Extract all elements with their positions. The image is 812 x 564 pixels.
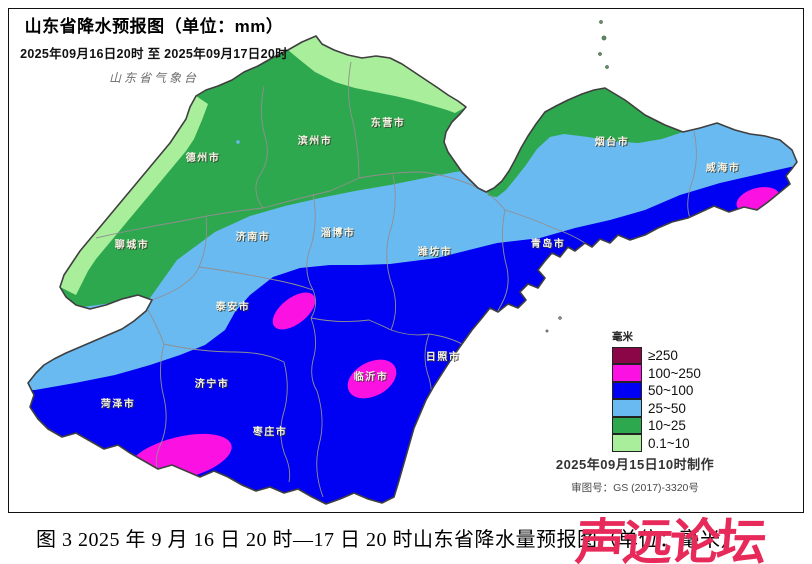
city-label: 泰安市: [215, 300, 251, 313]
legend-row: 50~100: [612, 381, 701, 400]
figure-caption: 图 3 2025 年 9 月 16 日 20 时—17 日 20 时山东省降水量…: [36, 529, 741, 551]
band-0.1-10mm-northwest: [60, 96, 208, 295]
legend-range-label: 0.1~10: [648, 435, 690, 451]
heavy-rain-patch: [557, 268, 599, 300]
legend-swatch: [612, 434, 642, 452]
city-label: 枣庄市: [252, 425, 288, 438]
city-boundaries: [95, 61, 697, 498]
legend-swatch: [612, 346, 642, 365]
legend-range-label: 50~100: [648, 383, 694, 399]
production-info: 2025年09月15日10时制作 审图号：GS (2017)-3320号: [520, 454, 750, 495]
band-0.1-10mm-delta: [288, 36, 466, 113]
heavy-rain-patch: [347, 359, 397, 399]
legend-swatch: [612, 399, 642, 417]
legend-range-label: 10~25: [648, 418, 686, 434]
city-label: 济宁市: [195, 377, 230, 390]
city-label: 济南市: [236, 230, 271, 243]
city-label: 聊城市: [115, 238, 150, 251]
map-review-number: 审图号：GS (2017)-3320号: [571, 482, 699, 494]
legend-row: 100~250: [612, 364, 701, 383]
city-label: 烟台市: [595, 135, 630, 148]
legend: 毫米 ≥250 100~250 50~100 25~50 10~25 0.1~10: [612, 329, 701, 452]
legend-range-label: ≥250: [648, 348, 678, 364]
legend-row: 25~50: [612, 399, 701, 418]
production-time: 2025年09月15日10时制作: [555, 457, 715, 472]
map-header: 山东省降水预报图（单位：mm） 2025年09月16日20时 至 2025年09…: [14, 12, 294, 86]
legend-range-label: 25~50: [648, 400, 686, 416]
city-label: 威海市: [706, 161, 741, 174]
province-outline: [27, 35, 798, 505]
map-date-range: 2025年09月16日20时 至 2025年09月17日20时: [20, 47, 288, 61]
city-label: 德州市: [185, 151, 221, 164]
city-label: 菏泽市: [101, 397, 136, 410]
islands: [236, 20, 609, 333]
legend-swatch: [612, 381, 642, 400]
band-10-25mm-peninsula: [486, 88, 683, 197]
map-title: 山东省降水预报图（单位：mm）: [24, 17, 284, 36]
legend-row: 0.1~10: [612, 434, 701, 453]
map-agency: 山东省气象台: [108, 71, 199, 85]
city-label: 潍坊市: [418, 245, 453, 258]
city-label: 青岛市: [531, 237, 566, 250]
map-frame: [8, 8, 804, 513]
city-label: 滨州市: [298, 134, 333, 147]
legend-range-label: 100~250: [648, 365, 701, 381]
legend-row: 10~25: [612, 416, 701, 435]
legend-rows: ≥250 100~250 50~100 25~50 10~25 0.1~10: [612, 346, 701, 453]
forum-watermark: 声远论坛: [573, 514, 766, 564]
legend-swatch: [612, 416, 642, 435]
heavy-rain-patch: [272, 292, 316, 330]
legend-row: ≥250: [612, 346, 701, 365]
city-label: 东营市: [371, 116, 406, 129]
city-label: 日照市: [426, 350, 461, 363]
legend-unit-label: 毫米: [612, 331, 633, 343]
legend-swatch: [612, 364, 642, 382]
city-label: 淄博市: [321, 226, 356, 239]
city-label: 临沂市: [354, 370, 389, 383]
